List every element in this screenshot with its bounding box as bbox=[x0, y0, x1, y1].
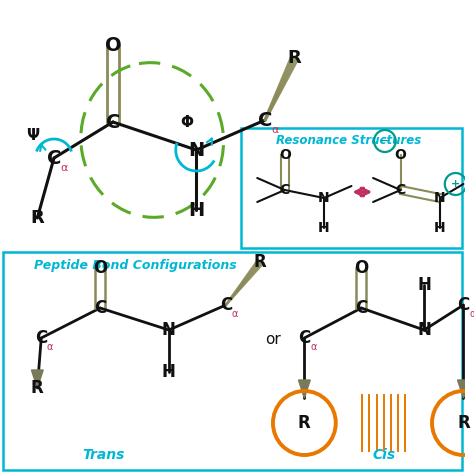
Text: R: R bbox=[457, 414, 470, 432]
Text: C: C bbox=[106, 112, 120, 131]
Text: H: H bbox=[162, 363, 176, 381]
Text: O: O bbox=[395, 148, 407, 162]
Text: α: α bbox=[60, 163, 67, 173]
Text: H: H bbox=[417, 276, 431, 294]
Text: C: C bbox=[457, 296, 470, 314]
Text: C: C bbox=[280, 183, 290, 197]
Text: R: R bbox=[298, 414, 311, 432]
Text: α: α bbox=[47, 342, 53, 352]
Text: Trans: Trans bbox=[82, 448, 124, 462]
Text: α: α bbox=[271, 125, 279, 135]
Text: α: α bbox=[469, 309, 474, 319]
Text: H: H bbox=[434, 221, 446, 235]
Text: R: R bbox=[254, 253, 266, 271]
Text: Φ: Φ bbox=[180, 115, 193, 129]
Text: R: R bbox=[30, 209, 44, 227]
Text: O: O bbox=[279, 148, 291, 162]
Polygon shape bbox=[457, 380, 469, 398]
Text: N: N bbox=[318, 191, 330, 205]
Text: +: + bbox=[451, 179, 460, 189]
Text: −: − bbox=[380, 136, 390, 146]
Text: R: R bbox=[288, 49, 301, 67]
Text: N: N bbox=[434, 191, 446, 205]
Text: O: O bbox=[93, 259, 107, 277]
Text: H: H bbox=[318, 221, 330, 235]
Text: N: N bbox=[417, 321, 431, 339]
Text: N: N bbox=[162, 321, 176, 339]
Text: C: C bbox=[395, 183, 406, 197]
Text: α: α bbox=[231, 309, 238, 319]
Text: C: C bbox=[47, 148, 61, 167]
Bar bbox=[3, 252, 463, 470]
Text: Cis: Cis bbox=[373, 448, 395, 462]
Text: Resonance Structures: Resonance Structures bbox=[276, 134, 421, 146]
Bar bbox=[240, 128, 463, 248]
Text: R: R bbox=[31, 379, 44, 397]
Text: C: C bbox=[258, 110, 272, 129]
Text: C: C bbox=[219, 296, 232, 314]
Text: O: O bbox=[354, 259, 368, 277]
Text: C: C bbox=[35, 329, 47, 347]
Text: C: C bbox=[94, 299, 106, 317]
Text: Peptide Bond Configurations: Peptide Bond Configurations bbox=[34, 258, 237, 272]
Text: Ψ: Ψ bbox=[26, 128, 39, 144]
Text: O: O bbox=[105, 36, 121, 55]
Text: H: H bbox=[188, 201, 204, 219]
Text: C: C bbox=[298, 329, 310, 347]
Text: N: N bbox=[188, 140, 204, 159]
Polygon shape bbox=[31, 370, 43, 388]
Text: C: C bbox=[355, 299, 367, 317]
Text: or: or bbox=[265, 332, 281, 347]
Text: α: α bbox=[310, 342, 316, 352]
Polygon shape bbox=[299, 380, 310, 398]
